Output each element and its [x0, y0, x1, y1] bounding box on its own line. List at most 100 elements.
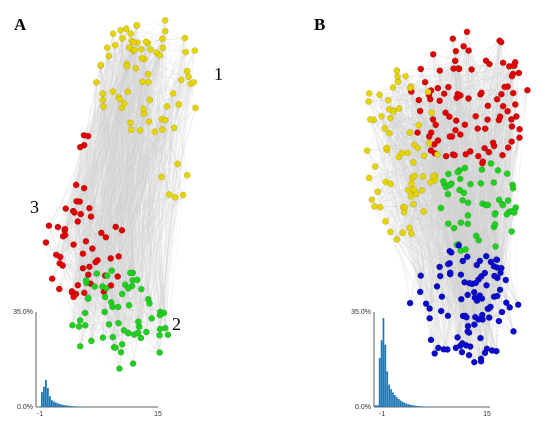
- panel-b-node: [502, 299, 510, 307]
- panel-b-edge: [397, 63, 490, 82]
- panel-a-edge: [185, 51, 196, 108]
- panel-a-node: [100, 103, 107, 110]
- panel-a-node: [79, 250, 87, 257]
- panel-b-node: [459, 257, 467, 265]
- panel-a-node: [143, 328, 150, 336]
- panel-b-edge: [385, 98, 469, 183]
- panel-a-edge: [131, 40, 149, 300]
- panel-b-node: [508, 138, 516, 145]
- panel-b-node: [439, 177, 447, 185]
- panel-b-edge: [374, 191, 414, 207]
- panel-a-node: [102, 284, 110, 292]
- panel-b-node: [495, 196, 503, 204]
- panel-b-hist-bar: [394, 395, 396, 407]
- panel-b-node: [491, 221, 499, 228]
- panel-a-hist-bar: [61, 404, 63, 407]
- panel-b-node: [452, 47, 460, 55]
- panel-b-node: [454, 90, 462, 98]
- panel-b-node: [422, 300, 430, 308]
- panel-a-hist-y-bottom: 0.0%: [17, 404, 33, 411]
- panel-a-node: [119, 35, 126, 42]
- panel-b-node: [457, 131, 464, 138]
- panel-b-edge: [374, 206, 469, 327]
- panel-b-node: [477, 179, 485, 187]
- panel-b-node: [414, 129, 421, 136]
- panel-b-edge: [385, 221, 435, 354]
- panel-a-edge: [125, 284, 160, 336]
- panel-a-node: [99, 90, 107, 97]
- panel-a-node: [62, 205, 69, 212]
- panel-a-edge: [59, 136, 89, 264]
- panel-b-node: [457, 219, 465, 226]
- panel-b-node: [470, 288, 478, 296]
- panel-a-node: [146, 96, 154, 104]
- panel-b-node: [393, 236, 401, 243]
- panel-b-hist-bar: [397, 399, 400, 407]
- panel-b-edge: [402, 212, 510, 233]
- panel-a-node: [82, 276, 90, 284]
- panel-b-node: [492, 243, 499, 250]
- panel-a-node: [177, 76, 185, 84]
- panel-a-edge: [128, 83, 191, 306]
- panel-a-node: [74, 218, 81, 225]
- panel-b-node: [444, 190, 452, 198]
- panel-a-edge: [87, 99, 103, 137]
- panel-b-node: [421, 78, 429, 86]
- panel-a-edge: [100, 65, 133, 281]
- panel-b-node: [466, 279, 473, 287]
- panel-a-edge: [77, 50, 135, 222]
- panel-a-node: [114, 273, 121, 280]
- panel-a-node: [105, 321, 113, 328]
- panel-b-edge: [433, 54, 507, 215]
- panel-b-node: [454, 168, 462, 176]
- panel-b-node: [457, 295, 465, 303]
- panel-a-edge: [159, 120, 166, 330]
- panel-a-node: [59, 262, 67, 269]
- panel-b-node: [510, 209, 518, 216]
- panel-a-node: [159, 35, 166, 43]
- panel-a-edge: [73, 91, 128, 245]
- panel-a-node: [80, 289, 88, 297]
- panel-b-node: [481, 269, 489, 277]
- panel-a-hist-x-right: 15: [154, 411, 162, 418]
- panel-a-node: [144, 70, 152, 78]
- panel-b-node: [415, 121, 423, 129]
- panel-b-node: [516, 134, 523, 141]
- panel-b-edge: [492, 93, 514, 143]
- panel-a-edge: [107, 47, 145, 114]
- panel-a-node: [185, 73, 192, 81]
- panel-b-node: [454, 334, 461, 341]
- panel-a-edge: [102, 93, 112, 303]
- panel-a-node: [89, 245, 96, 252]
- panel-a-node: [86, 204, 93, 212]
- panel-b-node: [446, 247, 454, 255]
- panel-a-edge: [85, 58, 145, 281]
- panel-a-edge: [101, 232, 113, 307]
- panel-a-node: [164, 331, 172, 339]
- panel-b-node: [461, 312, 469, 320]
- panel-b-node: [429, 172, 437, 180]
- panel-a-edge: [137, 99, 150, 333]
- panel-a-edge: [136, 25, 163, 48]
- panel-b-edge: [465, 60, 487, 316]
- panel-a-node: [132, 65, 140, 72]
- panel-b-node: [487, 303, 494, 311]
- panel-a-node: [98, 229, 105, 237]
- panel-a-edge: [56, 119, 163, 255]
- panel-b-node: [490, 179, 498, 186]
- panel-a-edge: [88, 79, 182, 137]
- panel-a-node: [114, 303, 122, 311]
- panel-b-edge: [379, 73, 514, 95]
- panel-a-hist-bar: [51, 400, 53, 407]
- panel-a-node: [181, 34, 189, 42]
- panel-a-node: [86, 263, 93, 271]
- panel-a-node: [88, 337, 95, 345]
- panel-a-node: [127, 269, 134, 277]
- panel-a-edge: [128, 38, 186, 334]
- panel-a-node: [156, 311, 164, 319]
- panel-a-edge: [62, 265, 73, 326]
- panel-a-edge: [140, 74, 149, 339]
- panel-b-edge: [447, 296, 495, 316]
- panel-a-node: [158, 173, 165, 181]
- panel-b-node: [426, 314, 434, 322]
